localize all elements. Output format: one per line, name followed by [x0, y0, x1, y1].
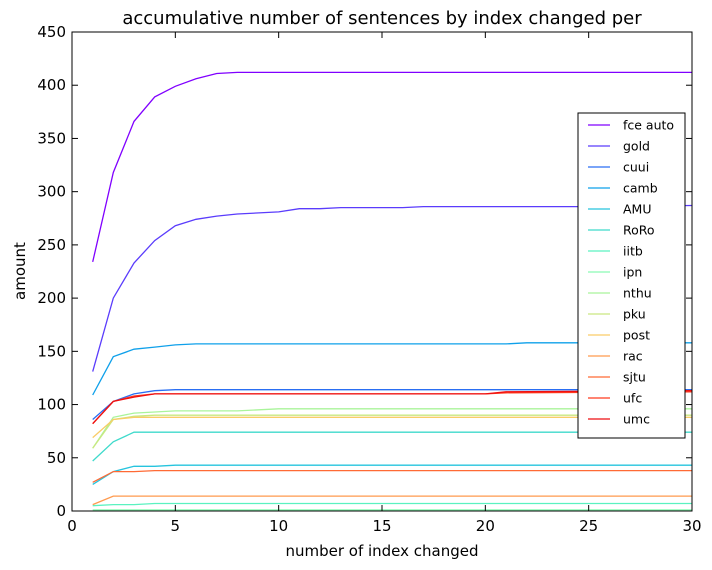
x-tick-label-6: 30	[682, 517, 701, 535]
series-line-14	[92, 390, 693, 425]
y-tick-label-3: 150	[37, 342, 66, 360]
legend-label-12: sjtu	[623, 370, 646, 385]
legend-label-9: pku	[623, 307, 646, 322]
series-line-3	[92, 342, 692, 396]
series-line-5	[92, 431, 692, 462]
x-tick-label-2: 10	[269, 517, 288, 535]
legend-label-2: cuui	[623, 160, 649, 175]
y-tick-label-5: 250	[37, 236, 66, 254]
legend-label-10: post	[623, 328, 650, 343]
legend-label-8: nthu	[623, 286, 652, 301]
legend-label-14: umc	[623, 412, 650, 427]
legend-label-4: AMU	[623, 202, 652, 217]
series-line-10	[92, 416, 692, 439]
y-tick-label-9: 450	[37, 23, 66, 41]
series-line-8	[92, 408, 692, 449]
series-line-6	[92, 502, 692, 507]
series-line-11	[92, 495, 692, 506]
x-tick-label-5: 25	[579, 517, 598, 535]
y-axis-label: amount	[11, 242, 29, 300]
legend-label-3: camb	[623, 181, 658, 196]
x-tick-label-4: 20	[476, 517, 495, 535]
legend-label-6: iitb	[623, 244, 643, 259]
plot-frame	[71, 31, 693, 512]
legend-label-1: gold	[623, 139, 650, 154]
x-tick-label-1: 5	[171, 517, 181, 535]
series-layer	[92, 71, 693, 511]
x-tick-label-0: 0	[67, 517, 77, 535]
legend-label-5: RoRo	[623, 223, 655, 238]
legend-label-7: ipn	[623, 265, 642, 280]
series-line-0	[92, 71, 692, 263]
legend-label-0: fce auto	[623, 118, 674, 133]
y-tick-label-6: 300	[37, 183, 66, 201]
x-tick-label-3: 15	[372, 517, 391, 535]
series-line-1	[92, 204, 693, 372]
y-tick-label-2: 100	[37, 396, 66, 414]
legend-label-11: rac	[623, 349, 643, 364]
legend: fce auto gold cuui camb AMU RoRo iitb ipn nthu pk…	[577, 112, 686, 439]
y-tick-label-7: 350	[37, 129, 66, 147]
series-line-12	[92, 469, 692, 483]
y-tick-label-0: 0	[56, 502, 66, 520]
x-axis-label: number of index changed	[285, 542, 478, 560]
y-tick-label-1: 50	[47, 449, 66, 467]
series-line-4	[92, 464, 692, 485]
legend-label-13: ufc	[623, 391, 642, 406]
chart-title: accumulative number of sentences by inde…	[122, 8, 642, 29]
series-line-2	[92, 389, 692, 420]
y-tick-label-8: 400	[37, 76, 66, 94]
y-tick-label-4: 200	[37, 289, 66, 307]
